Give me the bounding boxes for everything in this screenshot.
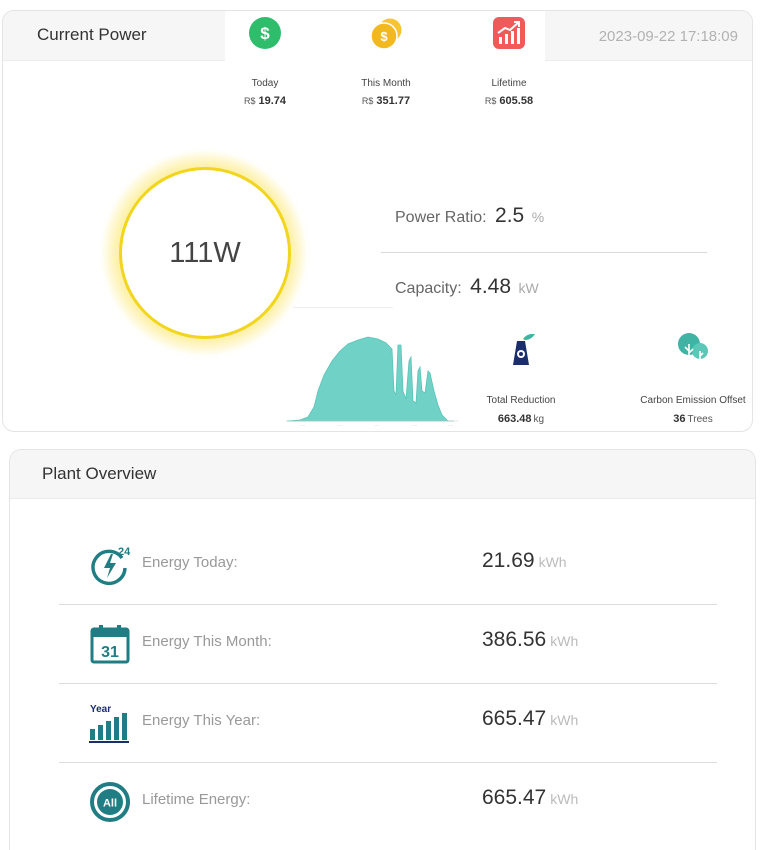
divider	[293, 307, 393, 308]
overview-row-energy-year: Year Energy This Year: 665.47 kWh	[59, 684, 717, 763]
factory-icon	[503, 331, 539, 367]
energy-24h-icon: 24	[89, 544, 131, 586]
power-ratio-label: Power Ratio:	[395, 209, 487, 226]
svg-text:$: $	[260, 24, 270, 43]
current-power-timestamp: 2023-09-22 17:18:09	[598, 28, 738, 45]
total-reduction-label: Total Reduction	[486, 395, 556, 406]
svg-text:····: ····	[300, 423, 305, 428]
svg-text:····: ····	[412, 423, 417, 428]
calendar-31-icon: 31	[89, 623, 131, 665]
plant-overview-title: Plant Overview	[42, 464, 157, 483]
trees-icon	[675, 331, 711, 367]
energy-year-label: Energy This Year:	[142, 712, 261, 729]
overview-row-energy-today: 24 Energy Today: 21.69 kWh	[59, 526, 717, 605]
earning-month-value: R$ 351.77	[361, 95, 411, 107]
svg-text:····: ····	[374, 423, 379, 428]
energy-month-value: 386.56 kWh	[482, 628, 579, 651]
earning-lifetime-label: Lifetime	[491, 78, 527, 89]
lifetime-energy-value: 665.47 kWh	[482, 786, 579, 809]
divider	[381, 252, 707, 253]
earning-month-label: This Month	[361, 78, 411, 89]
stacked-coins-icon: $	[369, 16, 403, 50]
capacity-value: 4.48	[470, 275, 512, 298]
capacity-unit: kW	[518, 280, 539, 296]
energy-today-value: 21.69 kWh	[482, 549, 567, 572]
earning-month: $ This Month R$ 351.77	[331, 16, 441, 107]
row-divider	[59, 604, 717, 605]
power-ratio-unit: %	[531, 209, 545, 225]
svg-text:24: 24	[118, 546, 131, 558]
power-ring: 111W	[119, 167, 291, 339]
svg-text:····: ····	[337, 423, 342, 428]
overview-row-energy-month: 31 Energy This Month: 386.56 kWh	[59, 605, 717, 684]
year-bars-icon: Year	[89, 702, 131, 744]
plant-overview-card: Plant Overview 24 Energy Today: 21.69 kWh…	[9, 449, 756, 850]
current-power-card: Current Power 2023-09-22 17:18:09 $ Toda…	[2, 10, 753, 432]
energy-today-label: Energy Today:	[142, 554, 238, 571]
svg-text:31: 31	[101, 644, 119, 661]
energy-year-value: 665.47 kWh	[482, 707, 579, 730]
earning-lifetime-value: R$ 605.58	[484, 95, 534, 107]
earning-today: $ Today R$ 19.74	[210, 16, 320, 107]
power-curve-area	[286, 336, 454, 422]
earning-today-value: R$ 19.74	[243, 95, 287, 107]
carbon-offset: Carbon Emission Offset 36 Trees	[637, 331, 749, 425]
power-ratio-value: 2.5	[495, 204, 525, 227]
lifetime-energy-label: Lifetime Energy:	[142, 791, 251, 808]
svg-text:····: ····	[448, 423, 453, 428]
all-time-icon: All	[89, 781, 131, 823]
power-ratio: Power Ratio: 2.5 %	[395, 204, 544, 228]
svg-text:Year: Year	[90, 704, 111, 715]
svg-text:$: $	[380, 29, 388, 44]
overview-row-lifetime-energy: All Lifetime Energy: 665.47 kWh	[59, 763, 717, 843]
plant-overview-header: Plant Overview	[10, 450, 755, 499]
dollar-coin-icon: $	[248, 16, 282, 50]
total-reduction: Total Reduction 663.48 kg	[471, 331, 571, 425]
total-reduction-value: 663.48 kg	[497, 413, 545, 425]
svg-text:·········: ·········	[358, 430, 370, 432]
row-divider	[59, 762, 717, 763]
svg-text:All: All	[103, 798, 117, 810]
earning-lifetime: Lifetime R$ 605.58	[454, 16, 564, 107]
earning-today-label: Today	[251, 78, 279, 89]
capacity-label: Capacity:	[395, 280, 462, 297]
current-power-title: Current Power	[37, 25, 147, 44]
row-divider	[59, 683, 717, 684]
carbon-offset-label: Carbon Emission Offset	[640, 395, 746, 406]
energy-month-label: Energy This Month:	[142, 633, 272, 650]
carbon-offset-value: 36 Trees	[673, 413, 713, 425]
trend-up-icon	[492, 16, 526, 50]
capacity: Capacity: 4.48 kW	[395, 275, 539, 299]
power-curve-chart[interactable]: ···· ···· ···· ···· ···· ·········	[282, 331, 462, 432]
current-power-value: 111W	[169, 236, 241, 269]
